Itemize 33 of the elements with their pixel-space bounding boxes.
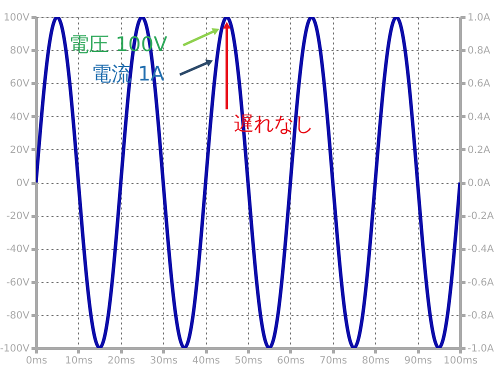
y2-tick-label: -1.0A: [468, 344, 494, 354]
y-tick-label: -40V: [6, 244, 30, 256]
x-tick-label: 80ms: [362, 356, 390, 366]
x-tick-label: 90ms: [404, 356, 432, 366]
y-tick-label: -100V: [0, 344, 30, 354]
y-tick-label: 20V: [10, 144, 30, 156]
y-tick-label: 0V: [16, 178, 30, 189]
y2-tick-label: 1.0A: [468, 12, 490, 24]
y-tick-label: 40V: [10, 112, 30, 123]
x-tick-label: 30ms: [150, 356, 178, 366]
x-tick-label: 100ms: [443, 356, 478, 366]
y2-tick-label: 0.4A: [468, 112, 490, 123]
y-tick-label: 60V: [10, 78, 30, 90]
y2-tick-label: 0.8A: [468, 46, 490, 57]
y-tick-label: -20V: [6, 211, 30, 222]
x-tick-label: 60ms: [277, 356, 305, 366]
y2-tick-label: 0.0A: [468, 178, 490, 189]
y2-tick-label: -0.4A: [468, 244, 494, 256]
x-tick-label: 10ms: [65, 356, 93, 366]
y2-tick-label: -0.8A: [468, 310, 494, 322]
x-tick-label: 50ms: [234, 356, 262, 366]
y-tick-label: -60V: [6, 277, 30, 288]
y2-tick-label: 0.2A: [468, 144, 490, 156]
y2-tick-label: -0.2A: [468, 211, 494, 222]
y2-tick-label: -0.6A: [468, 277, 494, 288]
x-tick-label: 20ms: [107, 356, 136, 366]
x-tick-label: 70ms: [319, 356, 348, 366]
y-tick-label: 100V: [4, 12, 30, 24]
y-tick-label: 80V: [10, 46, 30, 57]
x-tick-label: 0ms: [26, 356, 48, 366]
x-tick-label: 40ms: [192, 356, 220, 366]
y2-tick-label: 0.6A: [468, 78, 490, 90]
y-tick-label: -80V: [6, 310, 30, 322]
